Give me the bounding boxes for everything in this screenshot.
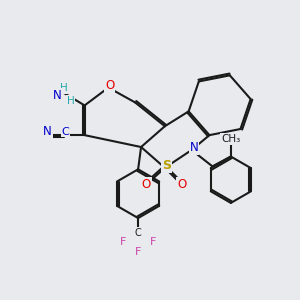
Text: C: C <box>61 127 69 136</box>
Text: S: S <box>162 159 171 172</box>
Text: H: H <box>60 83 68 94</box>
Text: O: O <box>142 178 151 191</box>
Text: O: O <box>177 178 186 191</box>
Text: N: N <box>190 141 198 154</box>
Text: F: F <box>135 247 141 257</box>
Text: N: N <box>43 125 52 138</box>
Text: F: F <box>150 237 156 247</box>
Text: F: F <box>120 237 126 247</box>
Text: CH₃: CH₃ <box>221 134 241 144</box>
Text: O: O <box>105 79 115 92</box>
Text: H: H <box>67 96 74 106</box>
Text: N: N <box>52 89 61 102</box>
Text: C: C <box>135 228 142 238</box>
